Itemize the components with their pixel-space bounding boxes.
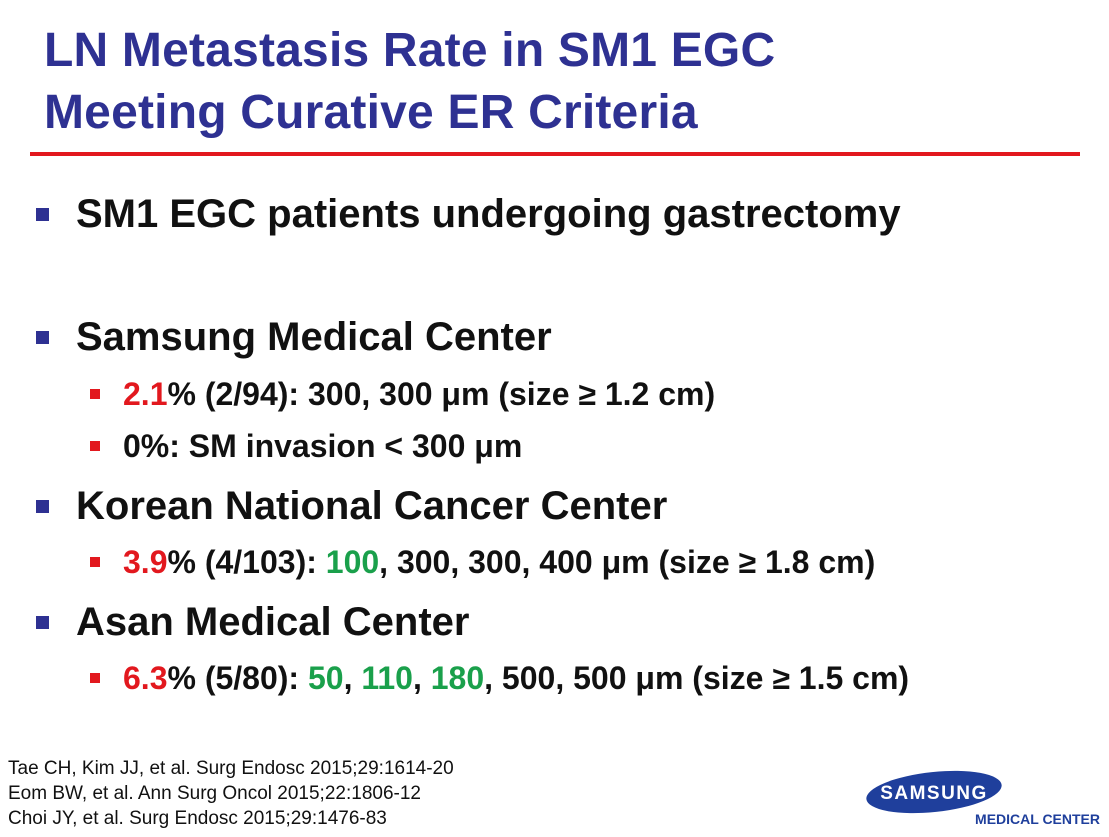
reference-line: Eom BW, et al. Ann Surg Oncol 2015;22:18…: [8, 783, 421, 804]
rate-count: % (5/80):: [167, 660, 308, 696]
sub-bullet-smc-rate: 2.1% (2/94): 300, 300 μm (size ≥ 1.2 cm): [90, 374, 1100, 414]
bullet-text: Samsung Medical Center: [76, 315, 552, 359]
sub-bullet-asan-rate: 6.3% (5/80): 50, 110, 180, 500, 500 μm (…: [90, 658, 1100, 698]
slide-title: LN Metastasis Rate in SM1 EGC Meeting Cu…: [44, 20, 1084, 144]
square-bullet-icon: [90, 557, 100, 567]
square-bullet-icon: [90, 441, 100, 451]
square-bullet-icon: [90, 389, 100, 399]
title-line-1: LN Metastasis Rate in SM1 EGC: [44, 24, 776, 77]
rate-value: 2.1: [123, 376, 168, 412]
square-bullet-icon: [36, 331, 49, 344]
rate-detail: , 500, 500 μm (size ≥ 1.5 cm): [484, 660, 910, 696]
title-divider: [30, 152, 1080, 156]
references: Tae CH, Kim JJ, et al. Surg Endosc 2015;…: [8, 756, 454, 831]
rate-count: % (4/103):: [167, 544, 326, 580]
highlight-value: 100: [325, 544, 380, 580]
sub-bullet-smc-invasion: 0%: SM invasion < 300 μm: [90, 426, 1100, 466]
bullet-samsung: Samsung Medical Center: [36, 313, 1096, 363]
bullet-gastrectomy: SM1 EGC patients undergoing gastrectomy: [36, 190, 1096, 240]
rate-value: 6.3: [123, 660, 168, 696]
square-bullet-icon: [36, 500, 49, 513]
square-bullet-icon: [90, 673, 100, 683]
highlight-value: 110: [361, 660, 413, 696]
square-bullet-icon: [36, 616, 49, 629]
highlight-value: 50: [307, 660, 344, 696]
rate-value: 3.9: [123, 544, 168, 580]
separator: ,: [412, 660, 431, 696]
bullet-text: Korean National Cancer Center: [76, 484, 668, 528]
bullet-asan: Asan Medical Center: [36, 598, 1096, 648]
rate-detail: , 300, 300, 400 μm (size ≥ 1.8 cm): [379, 544, 876, 580]
logo-graphic: SAMSUNG MEDICAL CENTER: [866, 770, 1100, 827]
logo-brand: SAMSUNG: [880, 783, 988, 804]
bullet-text: SM1 EGC patients undergoing gastrectomy: [76, 192, 901, 236]
highlight-value: 180: [430, 660, 485, 696]
rate-detail: % (2/94): 300, 300 μm (size ≥ 1.2 cm): [167, 376, 716, 412]
sub-bullet-text: 0%: SM invasion < 300 μm: [123, 428, 523, 464]
reference-line: Tae CH, Kim JJ, et al. Surg Endosc 2015;…: [8, 758, 454, 779]
samsung-medical-center-logo: SAMSUNG MEDICAL CENTER: [864, 768, 1104, 832]
reference-line: Choi JY, et al. Surg Endosc 2015;29:1476…: [8, 808, 387, 829]
logo-subtitle: MEDICAL CENTER: [975, 811, 1100, 827]
bullet-kncc: Korean National Cancer Center: [36, 482, 1096, 532]
title-line-2: Meeting Curative ER Criteria: [44, 86, 698, 139]
sub-bullet-kncc-rate: 3.9% (4/103): 100, 300, 300, 400 μm (siz…: [90, 542, 1100, 582]
separator: ,: [343, 660, 362, 696]
square-bullet-icon: [36, 208, 49, 221]
bullet-text: Asan Medical Center: [76, 600, 470, 644]
